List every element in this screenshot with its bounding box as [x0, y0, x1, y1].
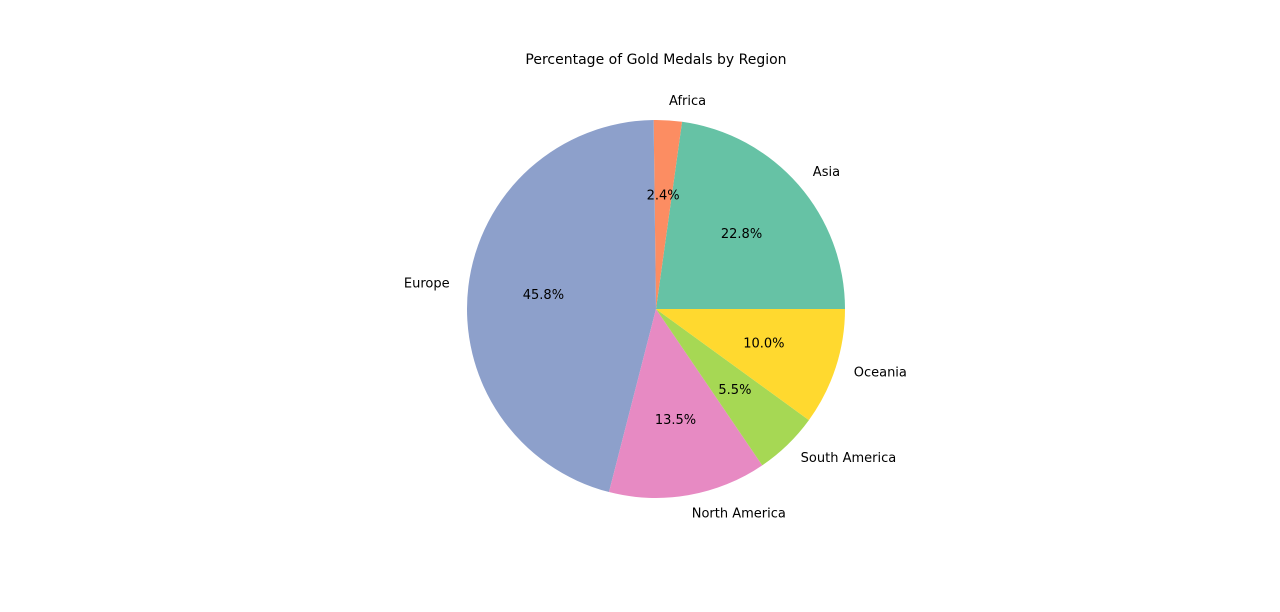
- pie-slice-asia: [656, 121, 845, 309]
- slice-label-europe: Europe: [404, 277, 450, 292]
- slice-percent-asia: 22.8%: [721, 227, 762, 242]
- slice-percent-europe: 45.8%: [523, 288, 564, 303]
- slice-label-south-america: South America: [801, 451, 897, 466]
- slice-label-asia: Asia: [813, 165, 840, 180]
- pie-slice-north-america: [608, 309, 763, 498]
- slice-label-africa: Africa: [669, 94, 706, 109]
- slice-percent-oceania: 10.0%: [743, 337, 784, 352]
- pie-slice-oceania: [656, 309, 845, 421]
- pie-slice-south-america: [656, 309, 809, 466]
- pie-slice-africa: [653, 120, 683, 309]
- chart-title: Percentage of Gold Medals by Region: [525, 52, 786, 68]
- pie-labels: Asia 22.8% Africa 2.4% Europe 45.8% North Amer…: [404, 94, 907, 521]
- pie-slices: [467, 120, 845, 498]
- slice-percent-south-america: 5.5%: [718, 383, 751, 398]
- slice-label-north-america: North America: [692, 506, 786, 521]
- slice-label-oceania: Oceania: [854, 366, 907, 381]
- slice-percent-africa: 2.4%: [647, 188, 680, 203]
- pie-slice-europe: [467, 120, 656, 493]
- slice-percent-north-america: 13.5%: [655, 413, 696, 428]
